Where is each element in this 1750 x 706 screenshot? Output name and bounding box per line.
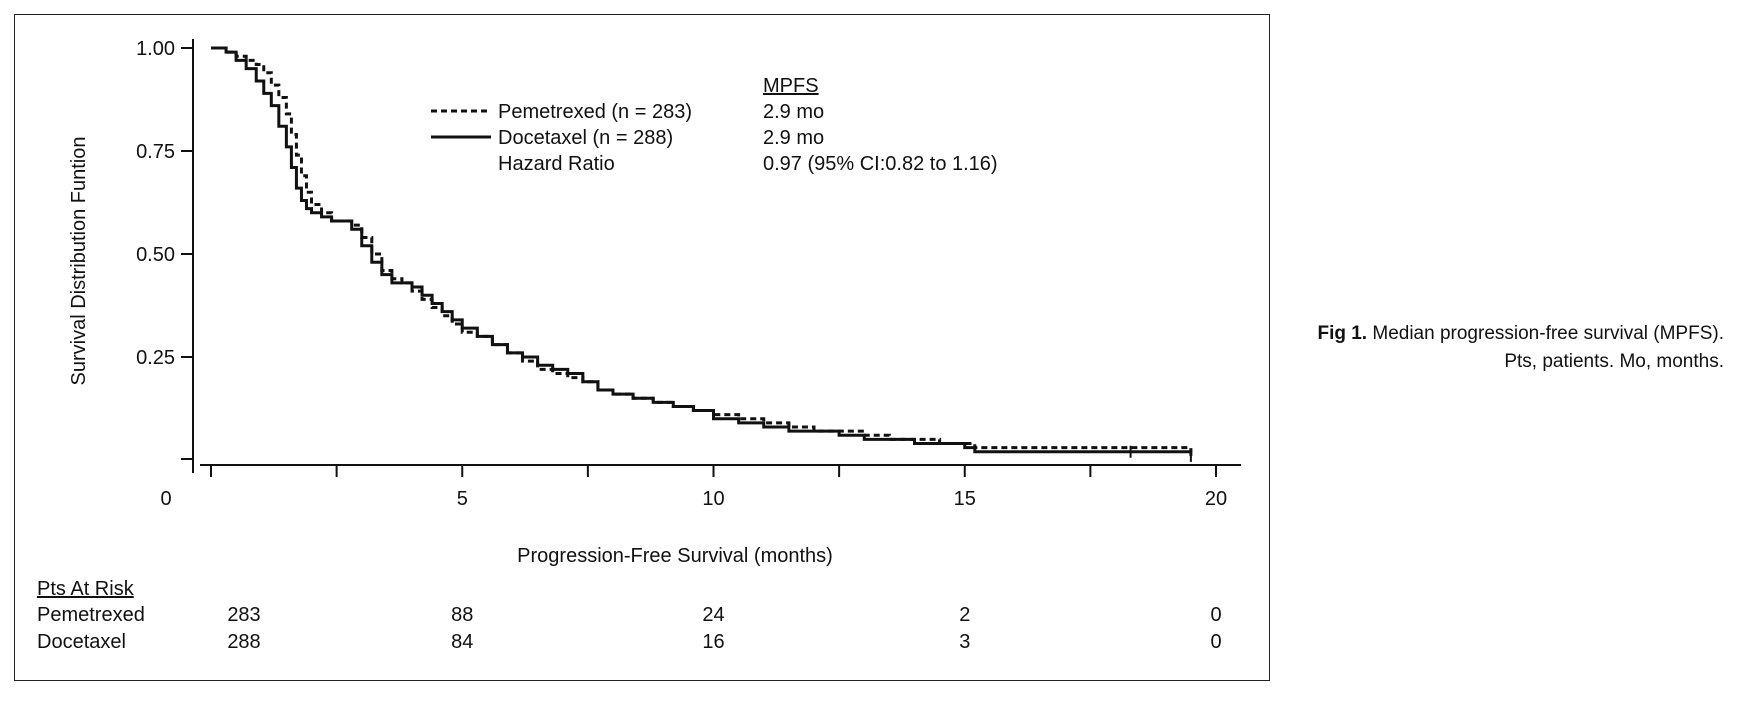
- legend-hazard-label: Hazard Ratio: [498, 153, 615, 175]
- x-tick-label: 5: [457, 488, 468, 510]
- x-axis-label: Progression-Free Survival (months): [517, 545, 833, 567]
- y-tick-label: 0.50: [136, 244, 175, 266]
- risk-cell: 0: [1210, 631, 1221, 653]
- figure-caption: Fig 1. Median progression-free survival …: [1304, 320, 1724, 376]
- risk-cell: 0: [1210, 604, 1221, 626]
- x-tick-label: 10: [702, 488, 724, 510]
- legend-hazard-value: 0.97 (95% CI:0.82 to 1.16): [763, 153, 998, 175]
- risk-cell: 2: [959, 604, 970, 626]
- risk-cell: 3: [959, 631, 970, 653]
- legend-stat-header: MPFS: [763, 75, 819, 97]
- x-tick-label: 20: [1205, 488, 1227, 510]
- risk-row-name: Docetaxel: [37, 631, 126, 653]
- legend-entry-mpfs: 2.9 mo: [763, 127, 824, 149]
- risk-row-name: Pemetrexed: [37, 604, 145, 626]
- legend-entry-label: Pemetrexed (n = 283): [498, 101, 692, 123]
- risk-cell: 88: [451, 604, 473, 626]
- risk-cell: 288: [227, 631, 260, 653]
- series-line-pemetrexed: [211, 46, 1193, 452]
- series-line-docetaxel: [211, 46, 1193, 456]
- y-axis-label: Survival Distribution Funtion: [68, 137, 90, 386]
- risk-cell: 16: [702, 631, 724, 653]
- legend-entry-label: Docetaxel (n = 288): [498, 127, 673, 149]
- figure-frame: 0.25 0.50 0.75 1.00 0 5 10 15 20 Progression-Free…: [14, 14, 1270, 681]
- y-tick-label: 0.75: [136, 141, 175, 163]
- caption-text: Median progression-free survival (MPFS).…: [1372, 323, 1724, 372]
- risk-cell: 84: [451, 631, 473, 653]
- km-chart: 0.250.500.751.000 5 10 15 20Progression-Free…: [37, 38, 1241, 653]
- risk-table-header: Pts At Risk: [37, 578, 135, 600]
- risk-cell: 283: [227, 604, 260, 626]
- y-tick-label: 0.25: [136, 347, 175, 369]
- x-tick-label: 15: [954, 488, 976, 510]
- risk-cell: 24: [702, 604, 724, 626]
- caption-label: Fig 1.: [1317, 323, 1368, 344]
- legend-entry-mpfs: 2.9 mo: [763, 101, 824, 123]
- y-tick-label: 1.00: [136, 38, 175, 60]
- x-tick-label: 0: [160, 488, 171, 510]
